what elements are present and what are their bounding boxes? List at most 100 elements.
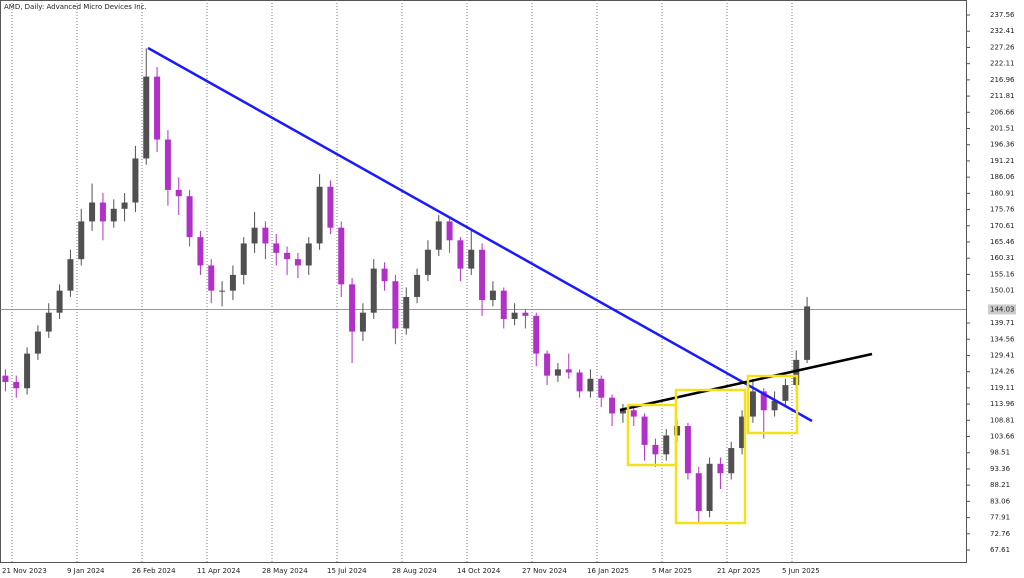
- candle-body: [446, 221, 453, 241]
- y-tick-label: 113.96: [990, 400, 1015, 408]
- y-tick-label: 216.96: [990, 76, 1015, 84]
- candle-body: [403, 296, 410, 329]
- candle-body: [381, 268, 388, 282]
- y-tick-label: 175.76: [990, 206, 1015, 214]
- candle-body: [349, 284, 356, 332]
- candle-body: [229, 274, 236, 291]
- candle-body: [565, 369, 572, 373]
- y-tick-label: 98.51: [990, 449, 1010, 457]
- candle-body: [316, 186, 323, 244]
- candle-body: [468, 249, 475, 269]
- candle-body: [338, 227, 345, 285]
- candle-body: [500, 290, 507, 319]
- candle-body: [479, 249, 486, 301]
- candle-body: [143, 76, 150, 159]
- trend-line: [619, 352, 873, 412]
- candle-body: [273, 243, 280, 253]
- x-tick-label: 26 Feb 2024: [132, 567, 176, 575]
- y-tick-label: 211.81: [990, 92, 1015, 100]
- candle-body: [695, 473, 702, 512]
- candle-body: [89, 202, 96, 222]
- y-tick-label: 150.01: [990, 287, 1015, 295]
- candle-body: [630, 410, 637, 417]
- candle-body: [717, 463, 724, 474]
- candle-body: [749, 391, 756, 417]
- y-tick-label: 191.21: [990, 157, 1015, 165]
- candle-body: [284, 252, 291, 260]
- y-tick-label: 165.46: [990, 238, 1015, 246]
- y-tick-label: 134.56: [990, 335, 1015, 343]
- candle-body: [186, 196, 193, 238]
- y-tick-label: 83.06: [990, 497, 1011, 505]
- candle-body: [78, 221, 85, 260]
- chart-title: AMD, Daily: Advanced Micro Devices Inc.: [4, 3, 147, 11]
- candle-body: [457, 240, 464, 269]
- candle-body: [760, 391, 767, 411]
- y-tick-label: 129.41: [990, 351, 1015, 359]
- y-tick-label: 180.91: [990, 189, 1015, 197]
- candle-body: [598, 378, 605, 398]
- x-tick-label: 28 Aug 2024: [392, 567, 437, 575]
- y-tick-label: 119.11: [990, 384, 1015, 392]
- x-tick-label: 16 Jan 2025: [587, 567, 629, 575]
- y-tick-label: 72.76: [990, 530, 1011, 538]
- candle-body: [67, 259, 74, 291]
- candle-body: [793, 359, 800, 386]
- y-tick-label: 206.66: [990, 108, 1015, 116]
- candle-body: [13, 381, 20, 389]
- candle-body: [132, 158, 139, 203]
- candle-body: [804, 306, 811, 360]
- candle-body: [56, 290, 63, 313]
- candle-body: [533, 315, 540, 354]
- x-tick-label: 15 Jul 2024: [327, 567, 367, 575]
- candle-body: [305, 243, 312, 266]
- candle-body: [262, 227, 269, 244]
- candle-body: [359, 312, 366, 332]
- x-tick-label: 21 Nov 2023: [2, 567, 47, 575]
- y-tick-label: 67.61: [990, 546, 1010, 554]
- candle-body: [522, 312, 529, 316]
- candle-body: [576, 372, 583, 392]
- x-tick-label: 9 Jan 2024: [67, 567, 105, 575]
- candle-body: [208, 265, 215, 291]
- y-tick-label: 139.71: [990, 319, 1015, 327]
- candle-body: [24, 353, 31, 389]
- x-tick-label: 21 Apr 2025: [717, 567, 760, 575]
- y-tick-label: 227.26: [990, 43, 1015, 51]
- candle-body: [197, 237, 204, 266]
- candle-body: [619, 410, 626, 414]
- candle-body: [370, 268, 377, 313]
- candle-body: [240, 243, 247, 275]
- current-price-box: [988, 304, 1016, 315]
- candle-body: [414, 274, 421, 297]
- x-tick-label: 5 Mar 2025: [652, 567, 692, 575]
- y-tick-label: 108.81: [990, 416, 1015, 424]
- candle-body: [554, 369, 561, 376]
- candle-body: [424, 249, 431, 275]
- y-tick-label: 186.06: [990, 173, 1015, 181]
- y-tick-label: 77.91: [990, 514, 1010, 522]
- y-tick-label: 170.61: [990, 222, 1015, 230]
- candle-body: [782, 385, 789, 401]
- candle-body: [609, 397, 616, 414]
- candle-body: [2, 375, 9, 382]
- candle-body: [154, 76, 161, 140]
- y-tick-label: 124.26: [990, 368, 1015, 376]
- candle-body: [684, 426, 691, 474]
- candle-body: [110, 208, 117, 222]
- y-tick-label: 88.21: [990, 481, 1010, 489]
- y-tick-label: 160.31: [990, 254, 1015, 262]
- x-tick-label: 5 Jun 2025: [782, 567, 820, 575]
- candle-body: [164, 139, 171, 190]
- candle-body: [34, 331, 41, 354]
- candle-body: [663, 435, 670, 455]
- y-tick-label: 196.36: [990, 141, 1015, 149]
- y-tick-label: 222.11: [990, 60, 1015, 68]
- candle-body: [544, 353, 551, 376]
- candle-body: [587, 378, 594, 392]
- x-tick-label: 11 Apr 2024: [197, 567, 241, 575]
- y-tick-label: 201.51: [990, 124, 1015, 132]
- x-tick-label: 28 May 2024: [262, 567, 308, 575]
- candle-body: [121, 202, 128, 209]
